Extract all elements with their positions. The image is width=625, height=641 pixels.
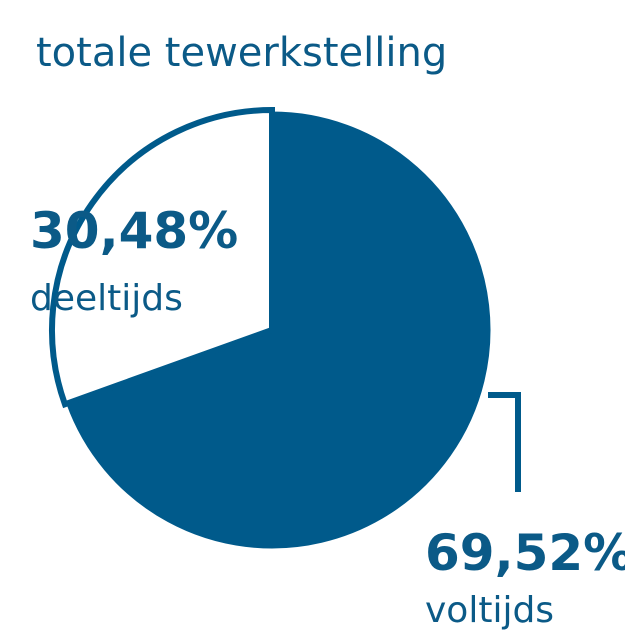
pie-slice — [49, 106, 275, 409]
category-label: deeltijds — [30, 278, 183, 319]
category-label: voltijds — [425, 590, 554, 631]
pie-slice — [62, 108, 494, 552]
leader-line — [488, 392, 521, 492]
chart-title: totale tewerkstelling — [36, 30, 447, 76]
value-label: 30,48% — [30, 202, 238, 260]
value-label: 69,52% — [425, 524, 625, 582]
